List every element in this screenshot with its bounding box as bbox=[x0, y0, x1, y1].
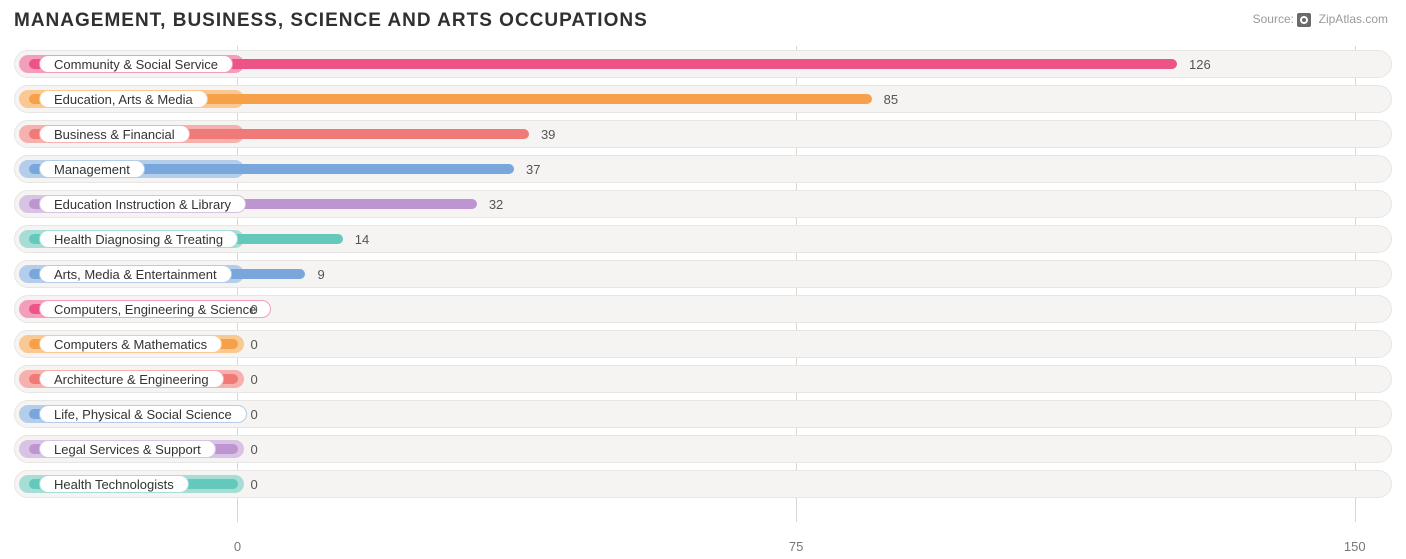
category-label: Computers, Engineering & Science bbox=[39, 300, 271, 318]
source-label: Source: bbox=[1253, 12, 1294, 26]
value-label: 9 bbox=[307, 261, 324, 287]
x-tick-label: 150 bbox=[1344, 539, 1366, 554]
category-label: Health Diagnosing & Treating bbox=[39, 230, 238, 248]
chart-row: Computers, Engineering & Science0 bbox=[14, 295, 1392, 323]
chart-row: Education, Arts & Media 85 bbox=[14, 85, 1392, 113]
chart-row: Life, Physical & Social Science0 bbox=[14, 400, 1392, 428]
category-label: Legal Services & Support bbox=[39, 440, 216, 458]
category-label: Business & Financial bbox=[39, 125, 190, 143]
value-label: 0 bbox=[240, 296, 257, 322]
value-label: 0 bbox=[240, 366, 257, 392]
value-label: 0 bbox=[240, 471, 257, 497]
value-label: 126 bbox=[1179, 51, 1211, 77]
source-attribution: Source: ZipAtlas.com bbox=[1253, 12, 1388, 27]
chart-row: Architecture & Engineering 0 bbox=[14, 365, 1392, 393]
value-label: 0 bbox=[240, 331, 257, 357]
chart-row: Legal Services & Support 0 bbox=[14, 435, 1392, 463]
chart-row: Health Technologists 0 bbox=[14, 470, 1392, 498]
chart-row: Management 37 bbox=[14, 155, 1392, 183]
source-name: ZipAtlas.com bbox=[1319, 12, 1388, 26]
x-tick-label: 75 bbox=[789, 539, 803, 554]
category-label: Community & Social Service bbox=[39, 55, 233, 73]
value-label: 37 bbox=[516, 156, 540, 182]
chart-row: Community & Social Service 126 bbox=[14, 50, 1392, 78]
chart-row: Arts, Media & Entertainment 9 bbox=[14, 260, 1392, 288]
value-label: 0 bbox=[240, 436, 257, 462]
chart-row: Education Instruction & Library 32 bbox=[14, 190, 1392, 218]
category-label: Arts, Media & Entertainment bbox=[39, 265, 232, 283]
value-label: 85 bbox=[874, 86, 898, 112]
chart-row: Business & Financial 39 bbox=[14, 120, 1392, 148]
x-axis: 0 75 150 bbox=[14, 537, 1392, 555]
category-label: Architecture & Engineering bbox=[39, 370, 224, 388]
source-logo-icon bbox=[1297, 13, 1311, 27]
chart-row: Health Diagnosing & Treating 14 bbox=[14, 225, 1392, 253]
category-label: Computers & Mathematics bbox=[39, 335, 222, 353]
chart-plot: Community & Social Service 126 Education, … bbox=[14, 46, 1392, 522]
value-label: 0 bbox=[240, 401, 257, 427]
chart-row: Computers & Mathematics 0 bbox=[14, 330, 1392, 358]
value-label: 32 bbox=[479, 191, 503, 217]
category-label: Health Technologists bbox=[39, 475, 189, 493]
category-label: Life, Physical & Social Science bbox=[39, 405, 247, 423]
category-label: Management bbox=[39, 160, 145, 178]
value-label: 39 bbox=[531, 121, 555, 147]
x-tick-label: 0 bbox=[234, 539, 241, 554]
category-label: Education Instruction & Library bbox=[39, 195, 246, 213]
chart-title: MANAGEMENT, BUSINESS, SCIENCE AND ARTS O… bbox=[14, 10, 648, 32]
chart-area: Community & Social Service 126 Education, … bbox=[14, 46, 1392, 537]
value-label: 14 bbox=[345, 226, 369, 252]
category-label: Education, Arts & Media bbox=[39, 90, 208, 108]
